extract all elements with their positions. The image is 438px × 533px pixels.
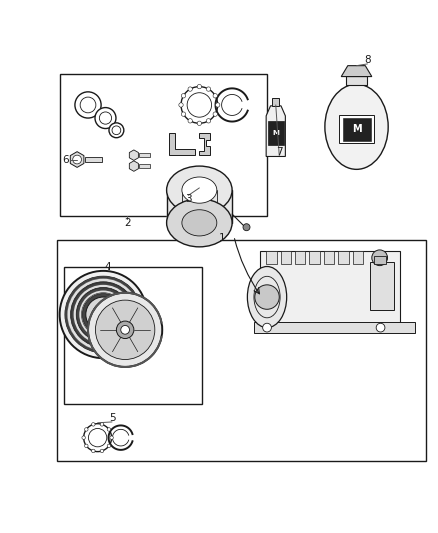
- Circle shape: [206, 87, 211, 91]
- Circle shape: [82, 294, 124, 335]
- Circle shape: [85, 444, 88, 448]
- Circle shape: [117, 321, 134, 338]
- Circle shape: [84, 424, 112, 451]
- Ellipse shape: [166, 166, 232, 214]
- Bar: [339, 115, 374, 143]
- Circle shape: [188, 119, 192, 123]
- Circle shape: [206, 119, 211, 123]
- Bar: [324, 251, 334, 264]
- Bar: [343, 118, 371, 141]
- Circle shape: [181, 87, 218, 123]
- Polygon shape: [129, 150, 138, 160]
- Circle shape: [121, 326, 130, 334]
- Bar: [370, 262, 394, 310]
- Polygon shape: [70, 152, 84, 167]
- Bar: [338, 251, 349, 264]
- Polygon shape: [341, 66, 372, 77]
- Bar: [272, 98, 279, 106]
- Circle shape: [187, 93, 212, 117]
- Circle shape: [95, 108, 116, 128]
- Circle shape: [100, 449, 104, 453]
- Text: 6: 6: [62, 155, 69, 165]
- Circle shape: [213, 94, 217, 98]
- Circle shape: [255, 285, 279, 309]
- Circle shape: [76, 287, 131, 342]
- Circle shape: [181, 94, 186, 98]
- Circle shape: [376, 323, 385, 332]
- Bar: [268, 121, 284, 145]
- Circle shape: [213, 112, 217, 116]
- Circle shape: [112, 126, 121, 135]
- Circle shape: [372, 250, 388, 265]
- Circle shape: [110, 436, 113, 439]
- Circle shape: [82, 436, 85, 439]
- Circle shape: [92, 449, 95, 453]
- Bar: [139, 164, 150, 168]
- Circle shape: [80, 97, 96, 113]
- Text: 1: 1: [219, 233, 226, 243]
- Text: 3: 3: [185, 194, 192, 204]
- Circle shape: [243, 224, 250, 231]
- Bar: [64, 266, 201, 404]
- Bar: [374, 256, 386, 264]
- Circle shape: [73, 155, 81, 164]
- Circle shape: [188, 87, 192, 91]
- Text: M: M: [352, 124, 361, 134]
- Circle shape: [79, 290, 127, 338]
- Circle shape: [71, 282, 136, 348]
- Text: 8: 8: [364, 55, 371, 66]
- Circle shape: [197, 121, 201, 125]
- Circle shape: [181, 112, 186, 116]
- Bar: [60, 75, 267, 216]
- Text: 7: 7: [276, 147, 283, 157]
- Circle shape: [75, 92, 101, 118]
- Polygon shape: [266, 106, 286, 157]
- Circle shape: [95, 300, 155, 359]
- Circle shape: [197, 84, 201, 89]
- Circle shape: [98, 309, 109, 320]
- Text: 4: 4: [104, 262, 111, 271]
- Circle shape: [92, 423, 95, 426]
- Circle shape: [263, 323, 272, 332]
- Circle shape: [86, 297, 121, 332]
- Circle shape: [88, 293, 162, 367]
- Circle shape: [107, 427, 111, 431]
- Ellipse shape: [325, 84, 388, 169]
- Bar: [254, 322, 416, 333]
- Text: 5: 5: [109, 414, 115, 423]
- Polygon shape: [199, 133, 210, 155]
- Bar: [346, 76, 367, 85]
- Circle shape: [109, 123, 124, 138]
- Ellipse shape: [182, 210, 217, 236]
- Bar: [261, 251, 400, 328]
- Ellipse shape: [166, 199, 232, 247]
- Bar: [295, 251, 305, 264]
- Text: 2: 2: [124, 218, 131, 228]
- Bar: [266, 251, 277, 264]
- Circle shape: [67, 279, 139, 350]
- Bar: [57, 240, 426, 461]
- Ellipse shape: [247, 266, 287, 328]
- Polygon shape: [129, 161, 138, 171]
- Ellipse shape: [182, 177, 217, 203]
- Bar: [309, 251, 320, 264]
- Bar: [139, 154, 150, 157]
- Circle shape: [215, 103, 220, 107]
- Circle shape: [107, 444, 111, 448]
- Text: M: M: [272, 131, 279, 136]
- Circle shape: [179, 103, 183, 107]
- Circle shape: [65, 276, 142, 353]
- Circle shape: [100, 423, 104, 426]
- Polygon shape: [169, 133, 195, 155]
- Circle shape: [85, 427, 88, 431]
- Bar: [281, 251, 291, 264]
- Circle shape: [92, 304, 114, 326]
- Bar: [353, 251, 363, 264]
- Circle shape: [74, 285, 133, 344]
- Circle shape: [60, 271, 147, 358]
- Bar: [85, 157, 102, 162]
- Circle shape: [88, 429, 107, 447]
- Circle shape: [99, 112, 112, 124]
